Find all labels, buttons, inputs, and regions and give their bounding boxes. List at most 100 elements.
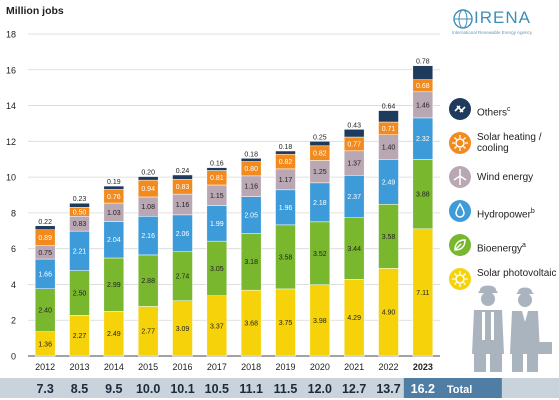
y-tick-label: 16 [6,65,16,75]
total-label: 12.0 [308,382,332,396]
x-tick-label: 2021 [344,362,364,372]
x-tick-label: 2022 [378,362,398,372]
total-label: 10.0 [136,382,160,396]
leaf-icon [449,234,471,256]
legend-label-others: Others [477,107,508,119]
data-label: 2.04 [107,237,121,244]
logo-text: IRENA [474,8,531,27]
data-label: 3.18 [244,259,258,266]
data-label: 0.50 [73,209,87,216]
data-label: 0.68 [416,83,430,90]
data-label: 3.75 [279,320,293,327]
x-tick-label: 2016 [172,362,192,372]
x-tick-label: 2013 [69,362,89,372]
y-tick-label: 6 [11,244,16,254]
data-label: 0.23 [73,196,87,203]
data-label: 2.74 [176,274,190,281]
data-label: 3.58 [382,234,396,241]
data-label: 1.96 [279,205,293,212]
data-label: 3.88 [416,192,430,199]
data-label: 0.16 [210,161,224,168]
data-label: 0.22 [38,219,52,226]
data-label: 0.83 [73,221,87,228]
data-label: 2.18 [313,200,327,207]
legend-item-others: Othersc [449,98,559,132]
total-label: 8.5 [71,382,88,396]
data-label: 0.83 [176,184,190,191]
x-tick-label: 2012 [35,362,55,372]
data-label: 1.25 [313,169,327,176]
y-tick-label: 8 [11,208,16,218]
data-label: 0.78 [416,59,430,66]
bar-segment-others [275,150,296,155]
workers-illustration-icon [472,285,552,372]
total-label: 13.7 [376,382,400,396]
bar-segment-others [34,225,56,230]
data-label: 1.16 [176,202,190,209]
others-icon [449,98,471,120]
data-label: 1.16 [244,184,258,191]
data-label: 2.40 [38,308,52,315]
data-label: 2.32 [416,136,430,143]
x-tick-label: 2015 [138,362,158,372]
data-label: 1.36 [38,341,52,348]
legend-label-bioenergy: Bioenergy [477,243,523,255]
data-label: 1.15 [210,193,224,200]
y-tick-label: 14 [6,101,16,111]
data-label: 0.71 [382,126,396,133]
legend-item-wind: Wind energy [449,166,559,200]
data-label: 1.17 [279,177,293,184]
x-tick-label: 2020 [310,362,330,372]
data-label: 0.19 [107,179,121,186]
data-label: 3.05 [210,266,224,273]
total-label: 11.1 [239,382,263,396]
legend-sup-hydro: b [530,208,535,215]
bar-segment-others [172,174,193,180]
bar-segment-others [103,185,125,190]
legend-item-bioenergy: Bioenergya [449,234,559,268]
data-label: 0.82 [279,159,293,166]
data-label: 2.16 [141,233,155,240]
y-tick-label: 12 [6,137,16,147]
data-label: 2.27 [73,333,87,340]
data-label: 3.98 [313,318,327,325]
data-label: 2.05 [244,212,258,219]
data-label: 4.90 [382,310,396,317]
total-label: 7.3 [36,382,53,396]
y-tick-label: 0 [11,352,16,362]
irena-logo [452,8,556,38]
data-label: 3.52 [313,251,327,258]
data-label: 0.24 [176,168,190,175]
data-label: 2.37 [347,194,361,201]
data-label: 1.99 [210,221,224,228]
data-label: 3.37 [210,323,224,330]
data-label: 2.06 [176,231,190,238]
data-label: 3.58 [279,254,293,261]
bar-segment-others [309,141,331,147]
globe-icon [453,9,473,29]
legend-label-wind: Wind energy [477,172,534,183]
data-label: 2.99 [107,282,121,289]
data-label: 0.64 [382,104,396,111]
data-label: 1.66 [38,271,52,278]
legend-sup-others: c [507,106,511,113]
y-tick-label: 4 [11,280,16,290]
data-label: 4.29 [347,315,361,322]
bar-segment-others [137,176,159,181]
data-label: 0.80 [244,166,258,173]
logo-subtitle: International Renewable Energy Agency [452,30,533,35]
legend-sup-bioenergy: a [522,242,526,249]
data-label: 0.20 [141,170,155,177]
data-label: 0.43 [347,122,361,129]
bar-segment-others [206,167,228,171]
data-label: 2.21 [73,248,87,255]
y-tick-label: 10 [6,173,16,183]
total-band-highlight [403,378,502,398]
legend-item-solar-pv: Solar photovoltaic [449,268,559,302]
legend-item-solar-heating: Solar heating / cooling [449,132,559,166]
total-label: 12.7 [342,382,366,396]
legend: Othersc Solar heating / cooling Wind ene… [449,98,559,302]
legend-label-solar-pv: Solar photovoltaic [477,268,557,279]
data-label: 0.89 [38,235,52,242]
